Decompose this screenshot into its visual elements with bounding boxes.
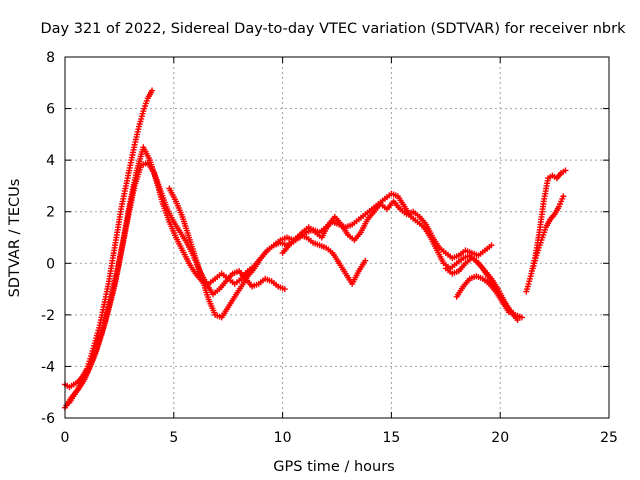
y-tick-label: -2 xyxy=(41,308,55,324)
y-tick-label: 0 xyxy=(46,256,55,272)
series-satellite-track-c xyxy=(66,159,288,406)
y-tick-label: 8 xyxy=(46,50,55,66)
axis-ticks: 0 5 10 15 20 25 -6 -4 -2 0 2 4 6 8 xyxy=(41,50,618,446)
y-tick-label: -4 xyxy=(41,359,55,375)
series-satellite-track-d xyxy=(166,185,369,321)
series-satellite-track-g xyxy=(453,273,512,316)
x-tick-label: 0 xyxy=(61,430,70,446)
series-markers xyxy=(166,185,369,321)
y-tick-label: 2 xyxy=(46,205,55,221)
series-markers xyxy=(279,198,495,262)
series-satellite-track-i xyxy=(529,193,567,272)
plot-frame xyxy=(64,56,610,419)
y-axis-label: SDTVAR / TECUs xyxy=(7,179,23,298)
chart-title: Day 321 of 2022, Sidereal Day-to-day VTE… xyxy=(40,21,626,37)
x-tick-label: 10 xyxy=(274,430,292,446)
x-tick-label: 20 xyxy=(491,430,509,446)
x-tick-label: 15 xyxy=(382,430,400,446)
x-tick-label: 5 xyxy=(169,430,178,446)
x-axis-label: GPS time / hours xyxy=(273,459,394,475)
x-tick-label: 25 xyxy=(600,430,618,446)
y-tick-label: -6 xyxy=(41,411,55,427)
data-series xyxy=(62,87,569,411)
series-markers xyxy=(453,273,512,316)
series-satellite-track-e xyxy=(279,198,495,262)
y-tick-label: 4 xyxy=(46,153,55,169)
y-tick-label: 6 xyxy=(46,102,55,118)
series-markers xyxy=(66,159,288,406)
series-markers xyxy=(529,193,567,272)
